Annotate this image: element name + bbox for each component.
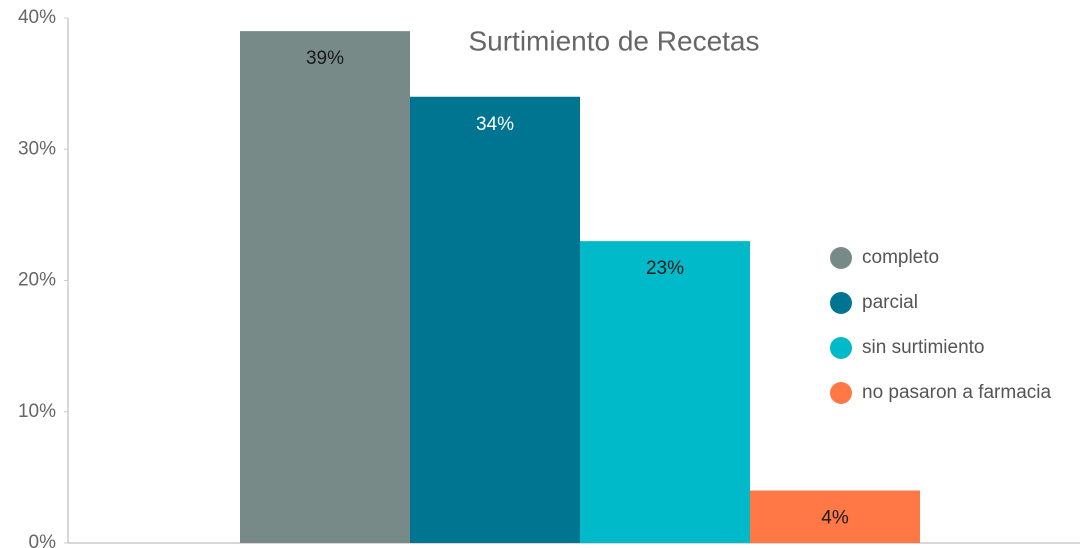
bar [750, 490, 920, 543]
data-label: 23% [646, 258, 684, 279]
data-label: 39% [306, 48, 344, 69]
y-tick-label: 40% [18, 7, 56, 28]
y-tick-label: 30% [18, 138, 56, 159]
legend-label: no pasaron a farmacia [862, 382, 1051, 403]
legend-marker [830, 292, 852, 314]
legend-marker [830, 337, 852, 359]
chart-title: Surtimiento de Recetas [468, 25, 759, 56]
legend-label: completo [862, 247, 939, 268]
bar [410, 96, 580, 543]
legend-marker [830, 382, 852, 404]
legend-label: sin surtimiento [862, 337, 985, 358]
data-label: 34% [476, 114, 514, 135]
y-tick-label: 10% [18, 401, 56, 422]
legend-marker [830, 247, 852, 269]
bar [580, 241, 750, 543]
y-tick-label: 0% [29, 532, 57, 548]
data-label: 4% [821, 508, 849, 529]
y-tick-label: 20% [18, 270, 56, 291]
bar [240, 31, 410, 543]
legend-label: parcial [862, 292, 918, 313]
